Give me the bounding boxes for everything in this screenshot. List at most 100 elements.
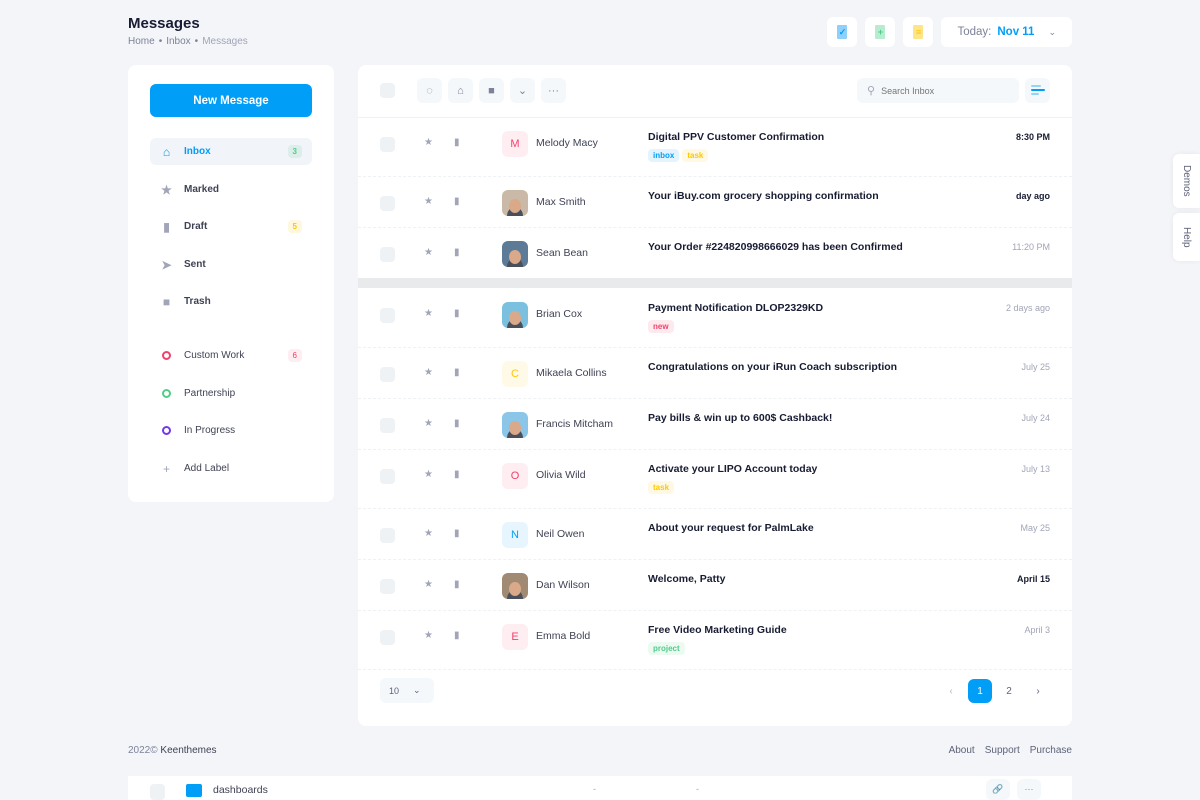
star-icon[interactable]: ★ xyxy=(424,418,433,429)
message-row[interactable]: ★ ▮ Dan Wilson Welcome, Patty April 15 xyxy=(358,560,1072,611)
help-tab[interactable]: Help xyxy=(1173,213,1200,261)
demos-tab[interactable]: Demos xyxy=(1173,154,1200,208)
message-subject[interactable]: Free Video Marketing Guide xyxy=(648,624,787,636)
label-item-partnership[interactable]: Partnership xyxy=(150,380,312,407)
bookmark-icon[interactable]: ▮ xyxy=(454,469,460,480)
row-checkbox[interactable] xyxy=(380,469,395,484)
filter-button[interactable] xyxy=(1025,78,1050,103)
avatar: C xyxy=(502,361,528,387)
per-page-select[interactable]: 10 ⌄ xyxy=(380,678,434,703)
sender-name: Sean Bean xyxy=(536,247,588,259)
page-2-button[interactable]: 2 xyxy=(1006,685,1012,697)
file-check-button[interactable]: ✓ xyxy=(827,17,858,47)
breadcrumb-home[interactable]: Home xyxy=(128,36,155,47)
avatar-photo xyxy=(509,250,521,264)
bookmark-icon[interactable]: ▮ xyxy=(454,247,460,258)
message-row[interactable]: ★ ▮ Sean Bean Your Order #224820998666029 h… xyxy=(358,228,1072,279)
file-row-col1: - xyxy=(593,784,596,794)
star-icon[interactable]: ★ xyxy=(424,367,433,378)
message-subject[interactable]: Welcome, Patty xyxy=(648,573,726,585)
sidebar-item-trash[interactable]: ■ Trash xyxy=(150,288,312,315)
row-checkbox[interactable] xyxy=(380,418,395,433)
search-input[interactable] xyxy=(881,85,1002,96)
label-name: Add Label xyxy=(184,463,230,474)
copyright-year: 2022© xyxy=(128,745,158,756)
pagination: ‹ 1 2 › xyxy=(939,679,1050,703)
star-icon[interactable]: ★ xyxy=(424,137,433,148)
footer-link-support[interactable]: Support xyxy=(984,745,1020,756)
message-row[interactable]: ★ ▮ M Melody Macy Digital PPV Customer Confi… xyxy=(358,118,1072,177)
new-message-button[interactable]: New Message xyxy=(150,84,312,117)
bookmark-icon[interactable]: ▮ xyxy=(454,630,460,641)
star-icon[interactable]: ★ xyxy=(424,469,433,480)
star-icon[interactable]: ★ xyxy=(424,196,433,207)
message-subject[interactable]: Your iBuy.com grocery shopping confirmat… xyxy=(648,190,879,202)
row-checkbox[interactable] xyxy=(380,367,395,382)
star-icon[interactable]: ★ xyxy=(424,579,433,590)
avatar-photo xyxy=(509,421,521,435)
sidebar-item-draft[interactable]: ▮ Draft 5 xyxy=(150,213,312,240)
row-checkbox[interactable] xyxy=(380,528,395,543)
message-subject[interactable]: Pay bills & win up to 600$ Cashback! xyxy=(648,412,833,424)
message-row[interactable]: ★ ▮ Max Smith Your iBuy.com grocery shoppin… xyxy=(358,177,1072,228)
message-row[interactable]: ★ ▮ N Neil Owen About your request for PalmL… xyxy=(358,509,1072,560)
sidebar-item-inbox[interactable]: ⌂ Inbox 3 xyxy=(150,138,312,165)
more-button[interactable]: ··· xyxy=(1017,779,1041,800)
mark-read-button[interactable]: ⌂ xyxy=(448,78,473,103)
bookmark-icon[interactable]: ▮ xyxy=(454,367,460,378)
breadcrumb-inbox[interactable]: Inbox xyxy=(166,36,191,47)
message-row[interactable]: ★ ▮ Francis Mitcham Pay bills & win up to 6… xyxy=(358,399,1072,450)
star-icon[interactable]: ★ xyxy=(424,247,433,258)
star-icon[interactable]: ★ xyxy=(424,528,433,539)
bookmark-icon[interactable]: ▮ xyxy=(454,528,460,539)
message-row[interactable]: ★ ▮ O Olivia Wild Activate your LIPO Account… xyxy=(358,450,1072,509)
star-icon[interactable]: ★ xyxy=(424,630,433,641)
file-text-button[interactable]: ≡ xyxy=(903,17,934,47)
label-item-custom-work[interactable]: Custom Work 6 xyxy=(150,342,312,369)
page-1-button[interactable]: 1 xyxy=(968,679,992,703)
message-subject[interactable]: Payment Notification DLOP2329KD xyxy=(648,302,824,314)
more-button[interactable]: ··· xyxy=(541,78,566,103)
refresh-button[interactable]: ◌ xyxy=(417,78,442,103)
date-picker[interactable]: Today: Nov 11 ⌄ xyxy=(941,17,1072,47)
draft-icon: ▮ xyxy=(163,219,170,234)
message-row[interactable]: ★ ▮ Brian Cox Payment Notification DLOP2329… xyxy=(358,289,1072,348)
message-subject[interactable]: About your request for PalmLake xyxy=(648,522,814,534)
file-plus-button[interactable]: + xyxy=(865,17,896,47)
more-actions-dropdown[interactable]: ⌄ xyxy=(510,78,535,103)
footer-link-about[interactable]: About xyxy=(948,745,975,756)
bookmark-icon[interactable]: ▮ xyxy=(454,579,460,590)
message-time: 11:20 PM xyxy=(1012,242,1050,252)
label-item-in-progress[interactable]: In Progress xyxy=(150,417,312,444)
row-checkbox[interactable] xyxy=(380,308,395,323)
next-page-button[interactable]: › xyxy=(1036,685,1040,697)
row-checkbox[interactable] xyxy=(380,579,395,594)
file-row-checkbox[interactable] xyxy=(150,784,165,800)
row-checkbox[interactable] xyxy=(380,247,395,262)
bookmark-icon[interactable]: ▮ xyxy=(454,308,460,319)
select-all-checkbox[interactable] xyxy=(380,83,395,98)
bookmark-icon[interactable]: ▮ xyxy=(454,137,460,148)
delete-button[interactable]: ■ xyxy=(479,78,504,103)
file-row-name[interactable]: dashboards xyxy=(213,784,268,796)
footer-brand-link[interactable]: Keenthemes xyxy=(160,745,217,756)
message-subject[interactable]: Your Order #224820998666029 has been Con… xyxy=(648,241,903,253)
copy-link-button[interactable]: 🔗 xyxy=(986,779,1010,800)
message-subject[interactable]: Congratulations on your iRun Coach subsc… xyxy=(648,361,898,373)
prev-page-button[interactable]: ‹ xyxy=(949,685,953,697)
message-row[interactable]: ★ ▮ C Mikaela Collins Congratulations on you… xyxy=(358,348,1072,399)
message-subject[interactable]: Digital PPV Customer Confirmation xyxy=(648,131,825,143)
message-subject[interactable]: Activate your LIPO Account today xyxy=(648,463,818,475)
message-row[interactable]: ★ ▮ E Emma Bold Free Video Marketing Guide Ap… xyxy=(358,611,1072,670)
star-icon[interactable]: ★ xyxy=(424,308,433,319)
bookmark-icon[interactable]: ▮ xyxy=(454,196,460,207)
footer-link-purchase[interactable]: Purchase xyxy=(1029,745,1072,756)
sidebar-item-marked[interactable]: ★ Marked xyxy=(150,176,312,203)
sidebar: New Message ⌂ Inbox 3 ★ Marked ▮ Draft 5 ➤ Sent ■ T… xyxy=(128,65,334,502)
sidebar-item-sent[interactable]: ➤ Sent xyxy=(150,251,312,278)
label-item-add-label[interactable]: + Add Label xyxy=(150,455,312,482)
row-checkbox[interactable] xyxy=(380,630,395,645)
row-checkbox[interactable] xyxy=(380,196,395,211)
row-checkbox[interactable] xyxy=(380,137,395,152)
bookmark-icon[interactable]: ▮ xyxy=(454,418,460,429)
